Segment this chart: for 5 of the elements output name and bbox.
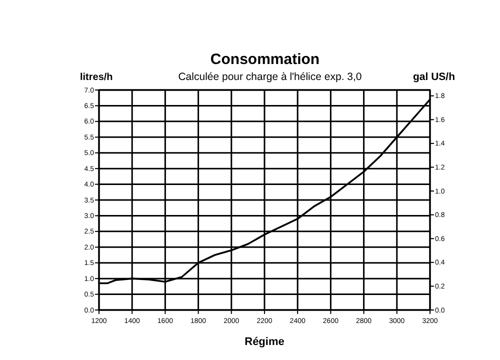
y-axis-title: litres/h	[80, 72, 113, 83]
chart-title: Consommation	[210, 51, 320, 68]
x-axis-title: Régime	[244, 336, 284, 348]
chart-subtitle: Calculée pour charge à l'hélice exp. 3,0	[178, 71, 362, 83]
y2-axis-title: gal US/h	[412, 71, 455, 83]
